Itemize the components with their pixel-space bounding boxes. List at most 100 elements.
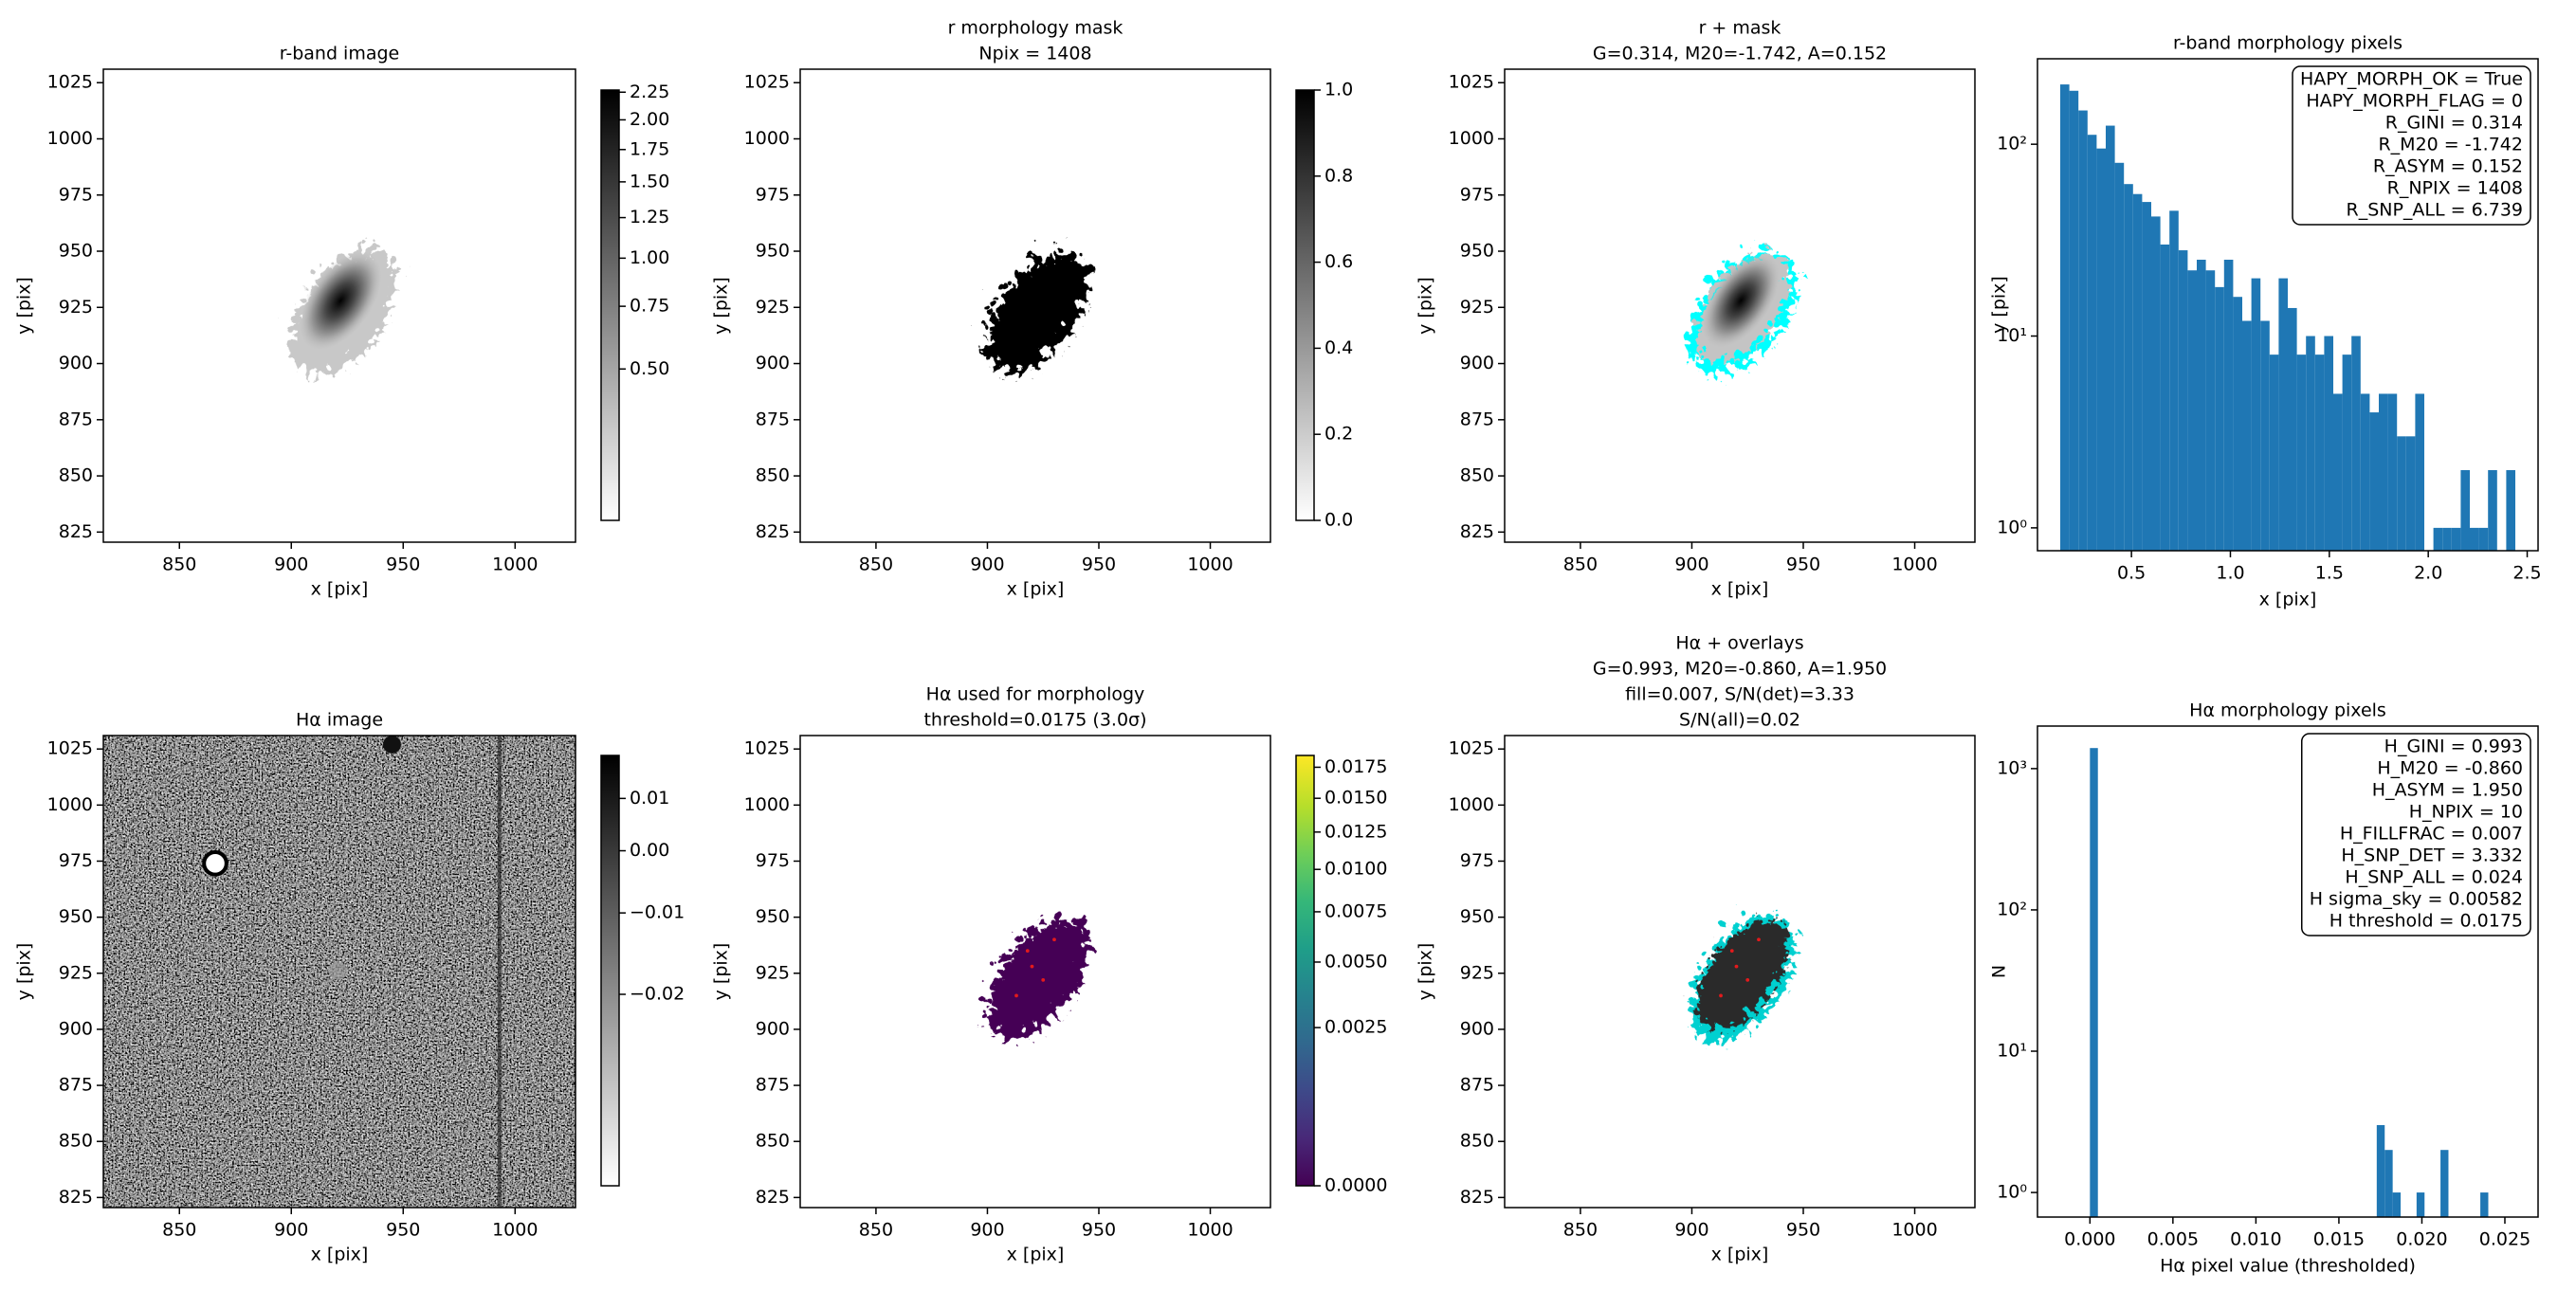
- colorbar-tick-label: 0.01: [630, 788, 669, 809]
- colorbar-tick-label: 0.0175: [1325, 756, 1387, 777]
- y-tick-label: 10⁰: [1997, 517, 2027, 537]
- annotation-line: R_SNP_ALL = 6.739: [2347, 200, 2524, 221]
- image-blob: [299, 251, 382, 351]
- x-tick-label: 850: [1563, 1220, 1598, 1241]
- plot-area: [103, 736, 575, 1208]
- y-tick-label: 10¹: [1997, 1041, 2027, 1062]
- y-tick-label: 850: [59, 1131, 93, 1152]
- y-tick-label: 975: [1460, 184, 1494, 205]
- y-axis-label: y [pix]: [14, 943, 35, 1001]
- y-axis-label: N: [1989, 965, 2010, 978]
- image-feature: [1014, 993, 1018, 998]
- bar: [2470, 527, 2479, 551]
- panel: 0.5 1.0 1.5 2.0 2.5 10⁰ 10¹ 10² x [pix] y [pix] r-…: [1989, 33, 2542, 610]
- bar: [2460, 469, 2470, 551]
- y-tick-label: 1025: [1449, 738, 1494, 759]
- x-axis-label: x [pix]: [1007, 579, 1065, 600]
- x-tick-label: 850: [859, 555, 893, 575]
- y-axis-label: y [pix]: [1989, 276, 2010, 334]
- image-blob: [986, 240, 1087, 362]
- colorbar-tick-label: 0.8: [1325, 165, 1353, 186]
- y-tick-label: 875: [756, 1075, 790, 1096]
- colorbar-tick-label: 1.50: [630, 171, 669, 191]
- image-feature: [1052, 937, 1056, 942]
- x-tick-label: 2.0: [2414, 563, 2442, 584]
- panel: 850 900 950 1000 825 850 875 900 925 950 975 1000 10…: [711, 18, 1354, 600]
- image-feature: [329, 961, 348, 980]
- y-axis-label: y [pix]: [1416, 943, 1436, 1001]
- y-tick-label: 850: [756, 465, 790, 486]
- y-tick-label: 825: [1460, 1187, 1494, 1208]
- colorbar: [600, 89, 620, 521]
- image-feature: [1734, 964, 1739, 969]
- y-tick-label: 1025: [744, 738, 790, 759]
- bar: [2278, 278, 2288, 551]
- chart-title: Hα morphology pixels: [2189, 700, 2386, 721]
- x-tick-label: 0.015: [2313, 1229, 2365, 1250]
- image-feature: [1719, 993, 1723, 998]
- annotation-line: H_GINI = 0.993: [2384, 736, 2523, 757]
- bar: [2096, 148, 2106, 551]
- bar: [2405, 436, 2416, 551]
- bar: [2288, 307, 2297, 551]
- axes-frame: [1504, 735, 1976, 1209]
- x-tick-label: 1.5: [2315, 563, 2344, 584]
- chart-title: fill=0.007, S/N(det)=3.33: [1625, 684, 1854, 705]
- bar: [2314, 355, 2325, 551]
- bar: [2433, 527, 2443, 551]
- y-tick-label: 950: [59, 906, 93, 927]
- axes-frame: [2037, 58, 2539, 552]
- colorbar-tick-label: 0.0075: [1325, 900, 1387, 921]
- annotation-line: H_ASYM = 1.950: [2372, 780, 2523, 801]
- panel: 0.000 0.005 0.010 0.015 0.020 0.025 10⁰ 10¹ 10² 1…: [1989, 700, 2539, 1277]
- x-tick-label: 0.000: [2064, 1229, 2115, 1250]
- colorbar-tick-label: −0.01: [630, 902, 685, 923]
- bar: [2376, 1124, 2385, 1217]
- y-tick-label: 900: [1460, 1018, 1494, 1039]
- axes-frame: [102, 68, 576, 543]
- chart-title: Hα + overlays: [1675, 633, 1803, 654]
- bar: [2187, 270, 2197, 551]
- colorbar-tick-label: 2.00: [630, 109, 669, 130]
- y-tick-label: 10²: [1997, 899, 2027, 919]
- x-tick-label: 850: [162, 555, 196, 575]
- y-tick-label: 1000: [744, 128, 790, 149]
- colorbar-tick-label: 0.0050: [1325, 951, 1387, 972]
- bar: [2480, 1192, 2489, 1217]
- annotation-line: H sigma_sky = 0.00582: [2310, 889, 2523, 910]
- chart-title: threshold=0.0175 (3.0σ): [923, 710, 1146, 731]
- bar: [2387, 393, 2398, 551]
- x-tick-label: 0.025: [2479, 1229, 2530, 1250]
- bar: [2160, 244, 2170, 551]
- annotation-line: HAPY_MORPH_OK = True: [2300, 69, 2523, 90]
- y-tick-label: 875: [756, 409, 790, 429]
- x-tick-label: 900: [1674, 1220, 1708, 1241]
- y-axis-label: y [pix]: [711, 277, 732, 335]
- x-tick-label: 950: [386, 1220, 420, 1241]
- bar: [2342, 355, 2352, 551]
- bar: [2384, 1150, 2393, 1217]
- bar: [2324, 336, 2333, 551]
- y-tick-label: 900: [1460, 353, 1494, 373]
- bar: [2306, 336, 2315, 551]
- annotation-line: H_SNP_DET = 3.332: [2341, 846, 2523, 866]
- annotation-line: H threshold = 0.0175: [2329, 911, 2523, 932]
- bar: [2223, 260, 2234, 551]
- colorbar: [600, 755, 620, 1187]
- image-feature: [383, 736, 401, 754]
- bar: [2415, 393, 2424, 551]
- bar: [2215, 286, 2224, 551]
- bar: [2379, 393, 2388, 551]
- bar: [2440, 1150, 2449, 1217]
- axes-frame: [799, 735, 1271, 1209]
- x-tick-label: 2.5: [2512, 563, 2541, 584]
- plot-area: [986, 240, 1087, 362]
- y-tick-label: 850: [1460, 465, 1494, 486]
- bar: [2333, 393, 2343, 551]
- chart-title: Hα used for morphology: [926, 684, 1145, 705]
- x-axis-label: x [pix]: [311, 579, 369, 600]
- y-tick-label: 10²: [1997, 134, 2027, 155]
- y-tick-label: 1000: [47, 794, 93, 815]
- x-tick-label: 900: [970, 1220, 1004, 1241]
- bar: [2242, 320, 2252, 551]
